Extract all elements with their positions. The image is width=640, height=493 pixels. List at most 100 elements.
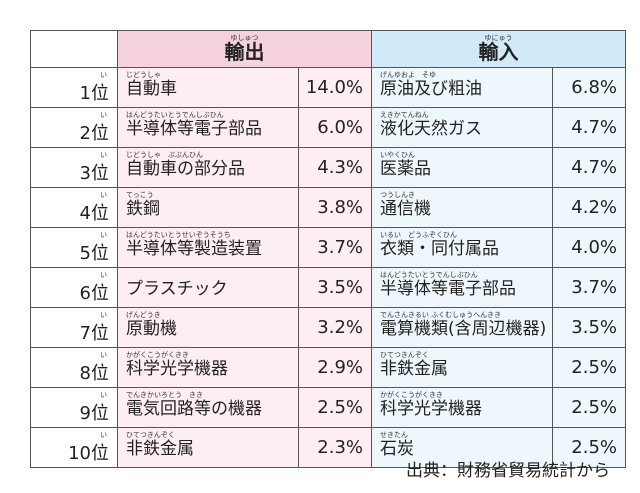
import-share: 4.2% [552,187,626,228]
rank-cell: い 9位 [30,387,118,428]
import-name-cell: かがくこうがくきき 科学光学機器 [371,387,553,428]
export-name-cell: かがくこうがくきき 科学光学機器 [117,347,299,388]
import-share: 3.7% [552,267,626,308]
export-share: 6.0% [298,107,372,148]
reading: いやくひん [380,151,415,159]
rank-cell: い 2位 [30,107,118,148]
export-share: 2.3% [298,427,372,468]
source-note: 出典：財務省貿易統計から [406,461,610,481]
import-name-cell: はんどうたいとうでんしぶひん 半導体等電子部品 [371,267,553,308]
import-share: 4.7% [552,147,626,188]
item-name: 電算機類(含周辺機器) [380,319,547,339]
export-share: 2.9% [298,347,372,388]
import-name-cell: いるい どうふぞくひん 衣類・同付属品 [371,227,553,268]
row: い 3位 じどうしゃ ぶぶんひん 自動車の部分品 4.3% いやくひん 医薬品 4.7% [30,147,626,188]
import-name-cell: せきたん 石炭 [371,427,553,468]
row: い 8位 かがくこうがくきき 科学光学機器 2.9% ひてつきんぞく 非鉄金属 2.5% [30,347,626,388]
export-share: 3.8% [298,187,372,228]
row: い 9位 でんきかいろとう きき 電気回路等の機器 2.5% かがくこうがくきき 科学光学機… [30,387,626,428]
item-name: 非鉄金属 [380,359,448,379]
spacer [126,271,298,279]
import-share: 4.0% [552,227,626,268]
import-header: ゆにゅう 輸入 [371,30,626,68]
row: い 6位 プラスチック 3.5% はんどうたいとうでんしぶひん 半導体等電子部品 3.7% [30,267,626,308]
rank: 9位 [79,402,109,424]
reading: い [100,430,107,439]
reading: せきたん [380,431,408,439]
item-name: 原油及び粗油 [380,79,482,99]
rank-cell: い 3位 [30,147,118,188]
export-name-cell: プラスチック [117,267,299,308]
item-name: 液化天然ガス [380,119,482,139]
item-name: 半導体等製造装置 [126,239,262,259]
import-share: 6.8% [552,67,626,108]
export-name-cell: はんどうたいとうでんしぶひん 半導体等電子部品 [117,107,299,148]
item-name: 石炭 [380,439,414,459]
item-name: 半導体等電子部品 [380,279,516,299]
reading: でんさんきるい ふくむしゅうへんきき [380,311,502,319]
reading: い [100,390,107,399]
row: い 10位 ひてつきんぞく 非鉄金属 2.3% せきたん 石炭 2.5% [30,427,626,468]
export-share: 3.7% [298,227,372,268]
reading: い [100,110,107,119]
header-label: 輸入 [478,40,519,64]
export-share: 4.3% [298,147,372,188]
reading: いるい どうふぞくひん [380,231,457,239]
reading: ひてつきんぞく [380,351,429,359]
rank: 4位 [79,202,109,224]
reading: い [100,350,107,359]
item-name: プラスチック [126,279,228,299]
row: い 7位 げんどうき 原動機 3.2% でんさんきるい ふくむしゅうへんきき 電算機類(含周… [30,307,626,348]
header-label: 輸出 [224,40,265,64]
row: い 2位 はんどうたいとうでんしぶひん 半導体等電子部品 6.0% えきかてんねん 液化天然… [30,107,626,148]
reading: つうしんき [380,191,415,199]
row: い 5位 はんどうたいとうせいぞうそうち 半導体等製造装置 3.7% いるい どうふぞくひ… [30,227,626,268]
export-share: 2.5% [298,387,372,428]
reading: はんどうたいとうでんしぶひん [380,271,478,279]
rank-cell: い 4位 [30,187,118,228]
item-name: 医薬品 [380,159,431,179]
reading: じどうしゃ [126,71,161,79]
trade-table: ゆしゅつ 輸出 ゆにゅう 輸入い 1位 じどうしゃ 自動車 14.0% げんゆおよ そゆ 原油及び… [30,30,626,468]
export-share: 3.5% [298,267,372,308]
header-text: ゆにゅう 輸入 [479,34,519,62]
reading: い [100,270,107,279]
export-name-cell: はんどうたいとうせいぞうそうち 半導体等製造装置 [117,227,299,268]
import-share: 3.5% [552,307,626,348]
rank-cell: い 8位 [30,347,118,388]
item-name: 非鉄金属 [126,439,194,459]
export-name-cell: でんきかいろとう きき 電気回路等の機器 [117,387,299,428]
reading: い [100,150,107,159]
reading: ひてつきんぞく [126,431,175,439]
item-name: 通信機 [380,199,431,219]
export-header: ゆしゅつ 輸出 [117,30,372,68]
rank-cell: い 7位 [30,307,118,348]
item-name: 科学光学機器 [380,399,482,419]
item-name: 衣類・同付属品 [380,239,499,259]
reading: げんゆおよ そゆ [380,71,436,79]
item-name: 鉄鋼 [126,199,160,219]
item-name: 自動車 [126,79,177,99]
reading: ゆにゅう [484,34,513,42]
reading: はんどうたいとうでんしぶひん [126,111,224,119]
reading: じどうしゃ ぶぶんひん [126,151,203,159]
item-name: 電気回路等の機器 [126,399,262,419]
import-share: 2.5% [552,387,626,428]
import-name-cell: げんゆおよ そゆ 原油及び粗油 [371,67,553,108]
export-name-cell: てっこう 鉄鋼 [117,187,299,228]
row: い 1位 じどうしゃ 自動車 14.0% げんゆおよ そゆ 原油及び粗油 6.8% [30,67,626,108]
import-name-cell: えきかてんねん 液化天然ガス [371,107,553,148]
reading: えきかてんねん [380,111,429,119]
rank-cell: い 1位 [30,67,118,108]
rank: 7位 [79,322,109,344]
export-name-cell: じどうしゃ 自動車 [117,67,299,108]
row: い 4位 てっこう 鉄鋼 3.8% つうしんき 通信機 4.2% [30,187,626,228]
export-name-cell: じどうしゃ ぶぶんひん 自動車の部分品 [117,147,299,188]
reading: い [100,190,107,199]
export-name-cell: ひてつきんぞく 非鉄金属 [117,427,299,468]
reading: かがくこうがくきき [380,391,443,399]
import-name-cell: ひてつきんぞく 非鉄金属 [371,347,553,388]
item-name: 原動機 [126,319,177,339]
import-share: 4.7% [552,107,626,148]
